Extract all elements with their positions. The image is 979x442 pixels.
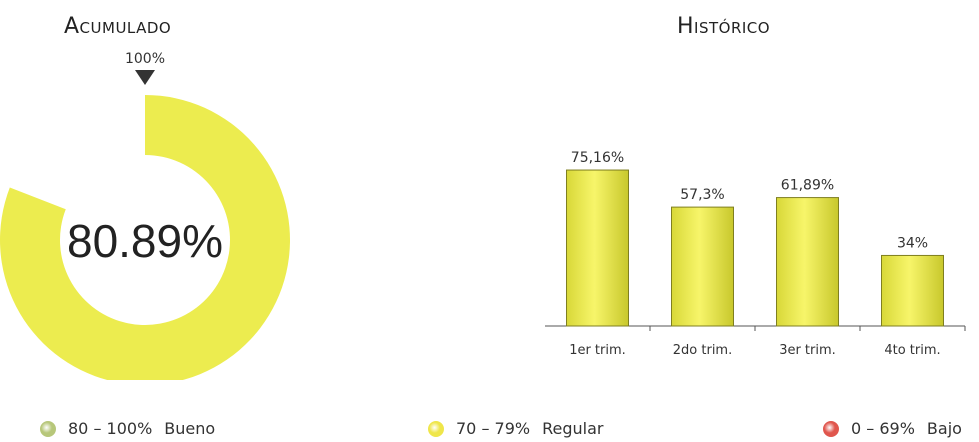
legend-label: Regular	[542, 419, 604, 438]
gauge-title: Acumulado	[64, 14, 172, 39]
bar-chart-title: Histórico	[677, 14, 771, 39]
legend-item-bajo: 0 – 69% Bajo	[823, 419, 962, 438]
legend-item-bueno: 80 – 100% Bueno	[40, 419, 215, 438]
legend-label: Bajo	[926, 419, 962, 438]
gauge-arc	[0, 95, 291, 385]
legend-swatch-icon	[428, 420, 444, 437]
legend-label: Bueno	[164, 419, 216, 438]
legend-swatch-icon	[823, 420, 839, 437]
legend-range: 80 – 100%	[68, 419, 153, 438]
bar-value-label: 61,89%	[781, 178, 834, 194]
legend-range: 70 – 79%	[456, 419, 531, 438]
bar-chart-svg: 75,16% 1er trim. 57,3% 2do trim. 61,89% 3er t…	[545, 150, 966, 358]
target-label: 100%	[125, 51, 165, 67]
bar-value-label: 57,3%	[680, 187, 724, 203]
x-tick-label: 4to trim.	[884, 343, 940, 358]
gauge-chart: 100% 80.89%	[0, 40, 300, 385]
bar	[776, 197, 839, 327]
bar	[881, 254, 944, 327]
bar-value-label: 75,16%	[571, 150, 624, 166]
bar	[671, 206, 734, 327]
bar	[566, 169, 629, 327]
x-tick-label: 2do trim.	[673, 343, 732, 358]
legend-swatch-icon	[40, 420, 56, 437]
x-tick-label: 1er trim.	[569, 343, 626, 358]
bar-value-label: 34%	[897, 235, 928, 251]
x-tick-label: 3er trim.	[779, 343, 836, 358]
gauge-value-label: 80.89%	[67, 215, 223, 267]
gauge-svg: 100% 80.89%	[0, 51, 291, 385]
legend-item-regular: 70 – 79% Regular	[428, 419, 603, 438]
target-marker-icon	[135, 70, 155, 85]
bar-chart: 75,16% 1er trim. 57,3% 2do trim. 61,89% 3er t…	[530, 120, 970, 380]
legend-range: 0 – 69%	[851, 419, 915, 438]
